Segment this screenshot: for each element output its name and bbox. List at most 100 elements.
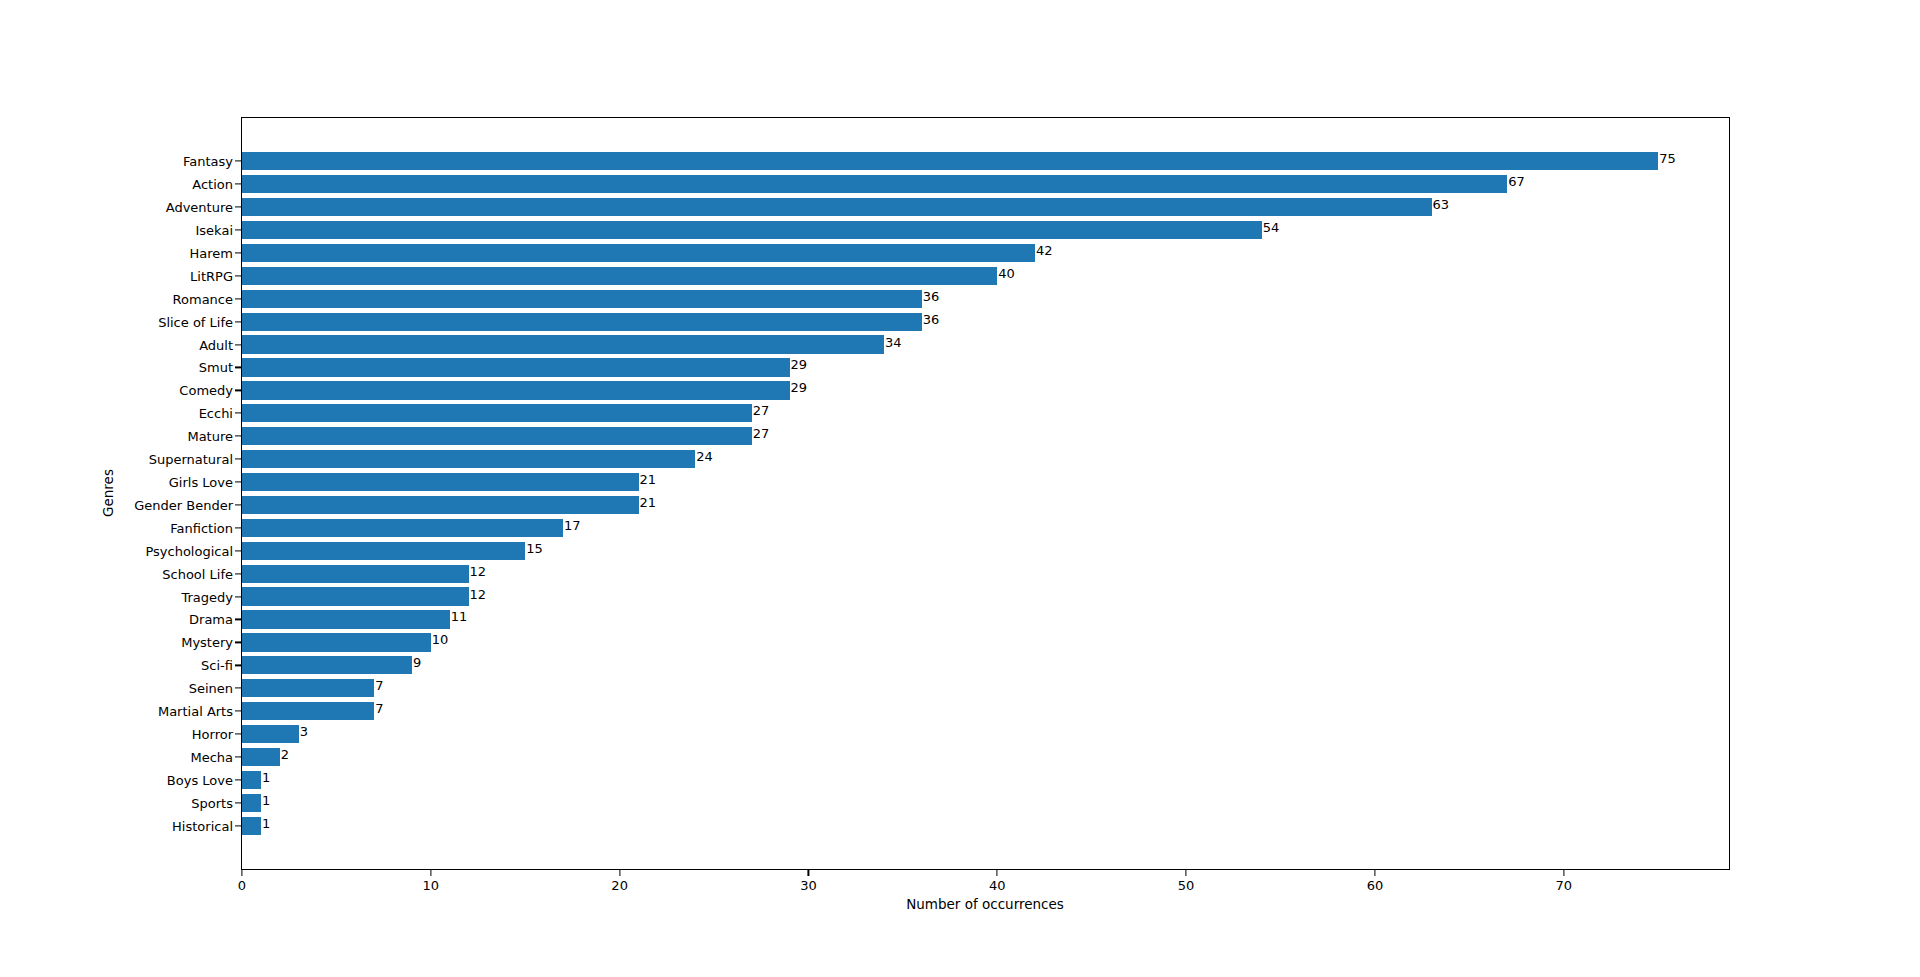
bar [242, 290, 922, 308]
y-tick-mark [235, 344, 241, 345]
x-tick-label: 10 [423, 879, 440, 892]
bar-value-label: 29 [790, 357, 808, 373]
y-tick-label: Romance [173, 292, 233, 305]
bar-value-label: 1 [261, 815, 270, 831]
y-tick-label: Adventure [166, 201, 233, 214]
y-tick-label: Girls Love [169, 476, 233, 489]
x-tick-label: 30 [800, 879, 817, 892]
bar-row: Supernatural24 [242, 450, 1729, 468]
bar-value-label: 40 [997, 265, 1015, 281]
y-tick-label: Seinen [189, 682, 233, 695]
bar-value-label: 7 [374, 701, 383, 717]
bar [242, 496, 639, 514]
y-tick-label: Martial Arts [158, 705, 233, 718]
x-tick-label: 60 [1367, 879, 1384, 892]
bar-row: Mystery10 [242, 633, 1729, 651]
bar [242, 817, 261, 835]
bar-row: Mature27 [242, 427, 1729, 445]
bar-row: LitRPG40 [242, 267, 1729, 285]
bar [242, 198, 1432, 216]
bar-value-label: 3 [299, 724, 308, 740]
y-tick-label: Drama [189, 613, 233, 626]
bar-value-label: 63 [1432, 197, 1450, 213]
y-tick-label: LitRPG [190, 269, 233, 282]
y-tick-mark [235, 252, 241, 253]
y-tick-label: Slice of Life [158, 315, 233, 328]
bar-value-label: 9 [412, 655, 421, 671]
bar-value-label: 12 [469, 563, 487, 579]
bar [242, 313, 922, 331]
y-tick-mark [235, 184, 241, 185]
bar-value-label: 7 [374, 678, 383, 694]
x-tick-mark [1563, 870, 1564, 876]
bar-value-label: 12 [469, 586, 487, 602]
bar-row: Adventure63 [242, 198, 1729, 216]
bar-value-label: 17 [563, 517, 581, 533]
x-tick-mark [619, 870, 620, 876]
bar-value-label: 10 [431, 632, 449, 648]
bar-row: School Life12 [242, 565, 1729, 583]
x-tick-label: 0 [238, 879, 246, 892]
x-tick-mark [1374, 870, 1375, 876]
bar-value-label: 21 [639, 472, 657, 488]
y-tick-mark [235, 367, 241, 368]
bar [242, 473, 639, 491]
x-tick-mark [430, 870, 431, 876]
y-tick-label: Historical [172, 819, 233, 832]
y-tick-label: Mecha [190, 750, 233, 763]
x-axis-label: Number of occurrences [906, 898, 1064, 912]
bar [242, 267, 997, 285]
bar-value-label: 54 [1262, 220, 1280, 236]
bar-value-label: 34 [884, 334, 902, 350]
bar-row: Isekai54 [242, 221, 1729, 239]
y-axis-label: Genres [102, 469, 116, 517]
y-tick-mark [235, 550, 241, 551]
y-tick-mark [235, 802, 241, 803]
bar [242, 152, 1658, 170]
x-tick-label: 70 [1555, 879, 1572, 892]
bar-row: Romance36 [242, 290, 1729, 308]
y-tick-mark [235, 665, 241, 666]
bar-row: Slice of Life36 [242, 313, 1729, 331]
bar-value-label: 29 [790, 380, 808, 396]
bar-row: Action67 [242, 175, 1729, 193]
bar-value-label: 24 [695, 449, 713, 465]
bar-value-label: 2 [280, 747, 289, 763]
y-tick-mark [235, 642, 241, 643]
bar-row: Girls Love21 [242, 473, 1729, 491]
y-tick-label: Isekai [196, 224, 233, 237]
bar [242, 633, 431, 651]
bar [242, 656, 412, 674]
y-tick-mark [235, 573, 241, 574]
bar [242, 610, 450, 628]
bar-row: Martial Arts7 [242, 702, 1729, 720]
y-tick-label: Horror [192, 728, 233, 741]
y-tick-label: Gender Bender [134, 498, 233, 511]
y-tick-label: Mature [187, 430, 233, 443]
y-tick-label: Sci-fi [201, 659, 233, 672]
bar [242, 335, 884, 353]
y-tick-label: Boys Love [167, 773, 233, 786]
bar-value-label: 27 [752, 403, 770, 419]
bar-row: Smut29 [242, 358, 1729, 376]
bar-value-label: 1 [261, 769, 270, 785]
bar-row: Ecchi27 [242, 404, 1729, 422]
bar-value-label: 15 [525, 540, 543, 556]
bar-value-label: 27 [752, 426, 770, 442]
x-tick-label: 20 [611, 879, 628, 892]
y-tick-mark [235, 733, 241, 734]
x-tick-mark [808, 870, 809, 876]
y-tick-label: Fanfiction [170, 521, 233, 534]
bar-value-label: 36 [922, 311, 940, 327]
y-tick-mark [235, 481, 241, 482]
bar-row: Mecha2 [242, 748, 1729, 766]
bar [242, 221, 1262, 239]
y-tick-mark [235, 390, 241, 391]
bar [242, 771, 261, 789]
x-tick-mark [1186, 870, 1187, 876]
y-tick-label: Harem [190, 246, 233, 259]
bar [242, 404, 752, 422]
y-tick-mark [235, 298, 241, 299]
bar [242, 702, 374, 720]
y-tick-mark [235, 161, 241, 162]
